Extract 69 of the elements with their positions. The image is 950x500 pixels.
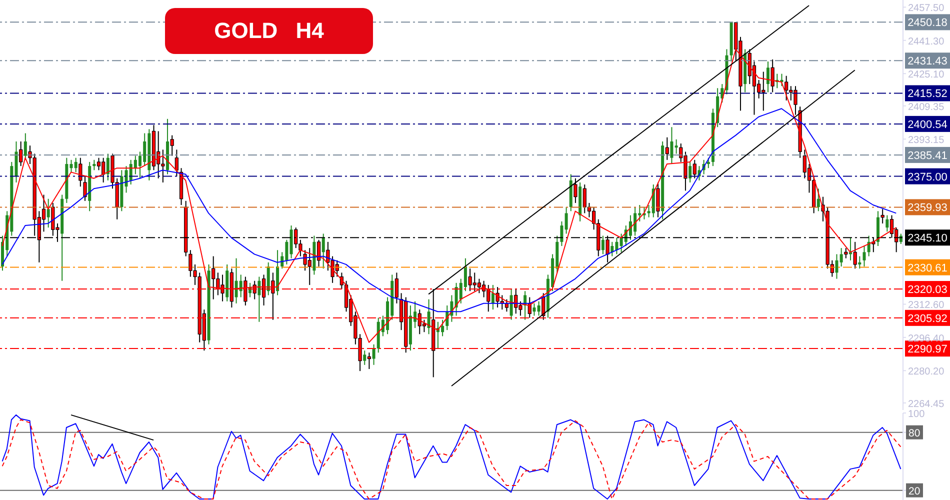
- ref-line-label: 2330.61: [908, 262, 948, 274]
- ref-line-label: 2290.97: [908, 344, 948, 356]
- y-tick-label: 2312.60: [908, 300, 945, 312]
- candlestick: [363, 350, 366, 366]
- candlestick: [74, 157, 78, 173]
- candlestick: [844, 248, 848, 259]
- candlestick: [670, 126, 674, 164]
- y-tick-label: 2409.35: [908, 102, 945, 113]
- candlestick: [816, 188, 820, 212]
- candlestick: [835, 254, 838, 280]
- y-tick-label: 80: [908, 427, 920, 440]
- candlestick: [656, 182, 660, 218]
- candlestick: [862, 246, 866, 267]
- candlestick: [674, 138, 678, 154]
- candlestick: [510, 288, 513, 320]
- candlestick: [316, 239, 321, 267]
- ref-line-label: 2345.10: [908, 232, 948, 245]
- candlestick: [840, 248, 843, 267]
- candlestick: [83, 176, 87, 202]
- candlestick: [258, 276, 261, 322]
- candlestick: [853, 241, 857, 270]
- y-tick-label: 20: [908, 485, 920, 498]
- candlestick: [886, 214, 889, 232]
- y-tick-label: 2393.15: [908, 135, 945, 146]
- y-tick-label: 2441.30: [908, 36, 945, 48]
- candlestick: [491, 284, 494, 310]
- candlestick: [564, 206, 568, 234]
- candlestick: [692, 159, 696, 179]
- y-tick-label: 2264.45: [908, 398, 945, 410]
- candlestick: [106, 153, 110, 181]
- ref-line-label: 2385.41: [908, 150, 948, 162]
- candlestick: [770, 58, 774, 93]
- candlestick: [537, 300, 540, 316]
- y-tick-label: 2457.50: [908, 3, 945, 14]
- y-tick-label: 2280.20: [908, 366, 945, 378]
- candlestick: [92, 159, 96, 171]
- ref-line-label: 2305.92: [908, 312, 948, 325]
- candlestick: [784, 75, 788, 101]
- candlestick: [688, 161, 692, 183]
- ref-line-label: 2359.93: [908, 202, 948, 214]
- candlestick: [174, 149, 178, 177]
- candlestick: [170, 134, 174, 156]
- ref-line-label: 2450.18: [908, 17, 948, 30]
- candlestick: [24, 132, 27, 160]
- candlestick: [766, 61, 770, 93]
- candlestick: [322, 233, 325, 270]
- ref-line-label: 2320.03: [908, 284, 948, 296]
- candlestick: [560, 220, 564, 246]
- candlestick: [601, 235, 604, 255]
- ref-line-label: 2375.00: [908, 171, 948, 184]
- candlestick: [427, 298, 430, 335]
- candlestick: [706, 157, 710, 169]
- line-series: [2, 108, 897, 312]
- candlestick: [880, 208, 884, 224]
- candlestick: [574, 178, 578, 204]
- ref-line-label: 2400.54: [908, 118, 948, 131]
- candlestick: [665, 136, 669, 160]
- candlestick: [532, 302, 536, 316]
- text: GOLD H4: [214, 18, 324, 44]
- y-tick-label: 100: [908, 409, 926, 420]
- candlestick: [46, 198, 50, 228]
- candlestick: [858, 256, 862, 270]
- candlestick: [367, 352, 371, 370]
- ref-line-label: 2415.52: [908, 88, 948, 100]
- candlestick: [19, 140, 23, 167]
- candlestick: [96, 157, 101, 171]
- ref-line-label: 2431.43: [908, 56, 948, 68]
- candlestick: [372, 344, 376, 366]
- y-tick-label: 2425.10: [908, 70, 945, 81]
